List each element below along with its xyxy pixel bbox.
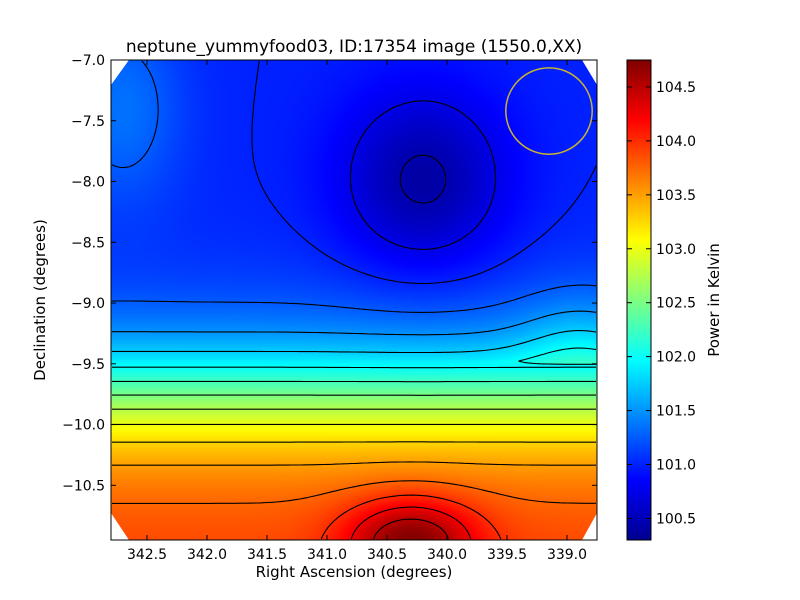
heatmap-image — [111, 60, 597, 540]
contour-line — [399, 154, 447, 204]
plot-frame — [110, 59, 598, 541]
x-tick-label: 340.0 — [427, 547, 467, 563]
contour-line — [349, 100, 497, 250]
y-tick-label: −7.5 — [71, 114, 105, 130]
contour-line — [251, 60, 597, 285]
colorbar-tick-label: 103.0 — [656, 242, 696, 258]
colorbar-ticks: 100.5 101.0 101.5 102.0 102.5 103.0 103.5 104.0… — [627, 80, 696, 527]
contour-line — [112, 461, 596, 466]
x-tick-label: 342.0 — [187, 547, 227, 563]
y-axis-label: Declination (degrees) — [31, 219, 49, 381]
contour-line — [112, 310, 597, 336]
contour-line — [320, 494, 502, 540]
x-tick-label: 340.5 — [367, 547, 407, 563]
x-tick-label: 341.5 — [247, 547, 287, 563]
y-tick-label: −9.5 — [71, 357, 105, 373]
colorbar-tick-label: 100.5 — [656, 511, 696, 527]
y-tick-label: −8.0 — [71, 175, 105, 191]
x-tick-label: 339.5 — [487, 547, 527, 563]
colorbar-tick-label: 103.5 — [656, 188, 696, 204]
x-axis-label: Right Ascension (degrees) — [256, 563, 453, 581]
y-tick-label: −10.0 — [62, 418, 105, 434]
contour-line — [350, 506, 472, 540]
colorbar-tick-label: 104.5 — [656, 80, 696, 96]
y-tick-label: −7.0 — [71, 53, 105, 69]
colorbar-tick-label: 101.0 — [656, 457, 696, 473]
x-tick-label: 339.0 — [547, 547, 587, 563]
x-tick-label: 342.5 — [127, 547, 167, 563]
x-tick-label: 341.0 — [307, 547, 347, 563]
beam-circle — [505, 67, 593, 155]
colorbar — [626, 59, 652, 541]
colorbar-tick-label: 102.5 — [656, 296, 696, 312]
y-tick-label: −9.0 — [71, 296, 105, 312]
colorbar-label: Power in Kelvin — [705, 243, 723, 357]
contour-line — [111, 60, 597, 313]
colorbar-tick-label: 101.5 — [656, 404, 696, 420]
contour-line — [112, 347, 597, 369]
colorbar-tick-label: 102.0 — [656, 350, 696, 366]
y-tick-label: −10.5 — [62, 478, 105, 494]
contour-line — [112, 480, 596, 504]
colorbar-tick-label: 104.0 — [656, 134, 696, 150]
contour-lines — [111, 60, 597, 540]
contour-line — [112, 329, 597, 354]
chart-title: neptune_yummyfood03, ID:17354 image (155… — [126, 37, 582, 57]
heatmap-area — [111, 60, 597, 540]
y-tick-label: −8.5 — [71, 235, 105, 251]
y-axis-ticks: −7.0 −7.5 −8.0 −8.5 −9.0 −9.5 −10.0 −10.5 — [62, 53, 597, 494]
x-axis-ticks: 342.5 342.0 341.5 341.0 340.5 340.0 339.5 339.0 — [127, 60, 587, 563]
